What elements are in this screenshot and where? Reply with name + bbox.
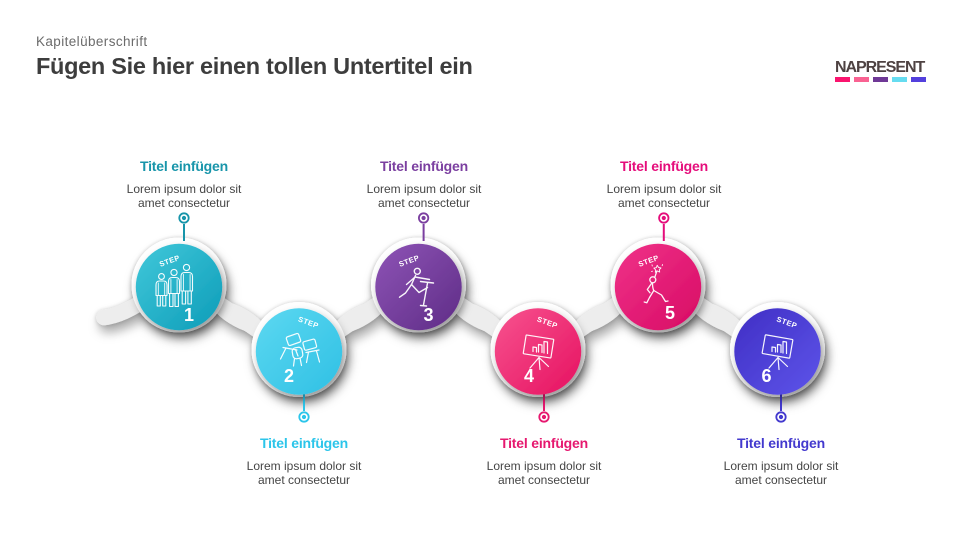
- svg-text:2: 2: [284, 366, 294, 386]
- svg-text:4: 4: [524, 366, 534, 386]
- svg-text:1: 1: [184, 305, 194, 325]
- svg-text:3: 3: [423, 305, 433, 325]
- svg-text:6: 6: [761, 366, 771, 386]
- svg-text:5: 5: [665, 303, 675, 323]
